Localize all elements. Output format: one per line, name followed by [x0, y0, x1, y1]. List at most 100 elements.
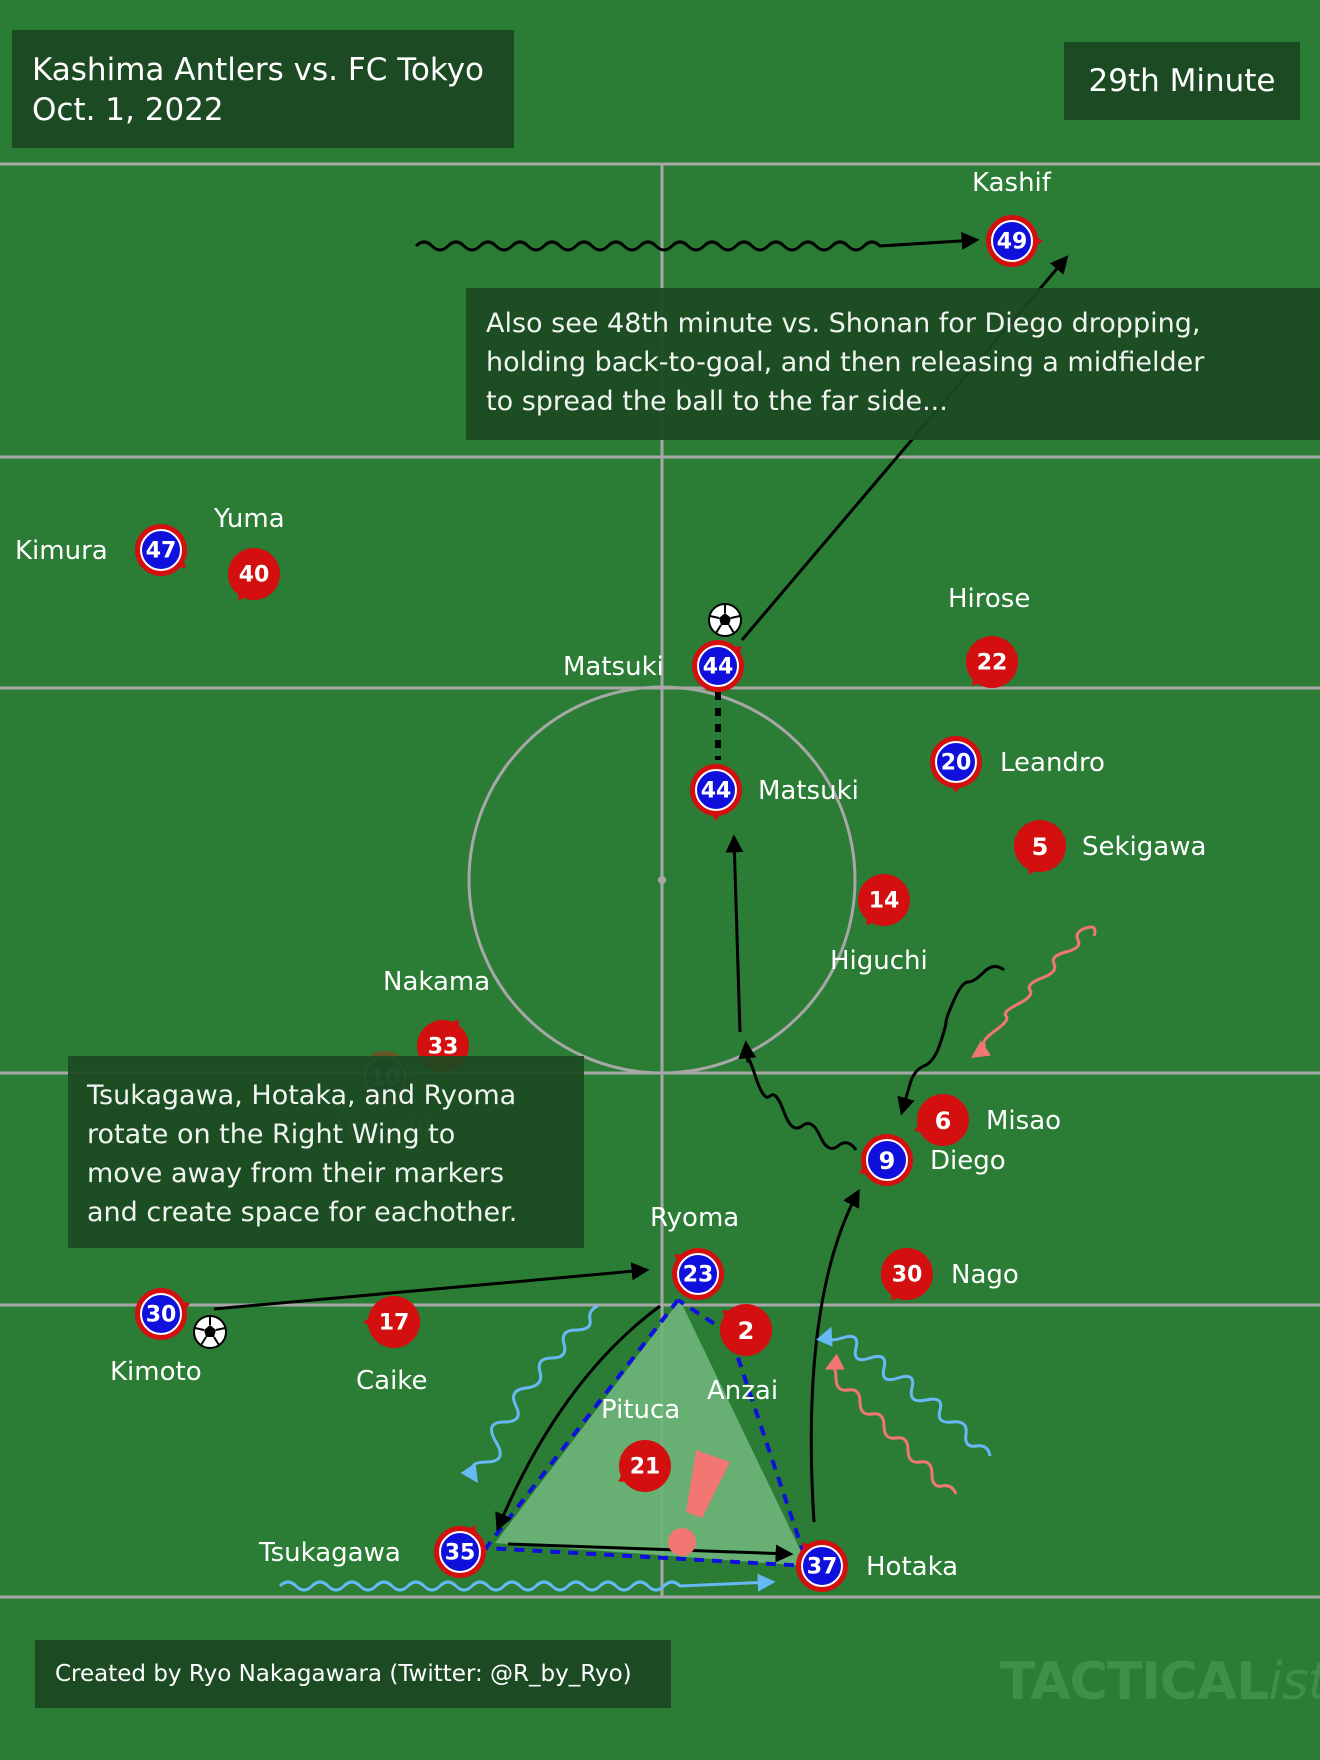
player-number: 47 — [146, 539, 177, 564]
run-hotaka-forward — [809, 1188, 860, 1523]
player-number: 17 — [379, 1311, 410, 1336]
player-yuma: 40 Yuma — [213, 504, 285, 601]
player-name: Sekigawa — [1082, 832, 1206, 862]
squiggle-black-curve — [897, 965, 1005, 1116]
squiggle-blue-bottom — [278, 1573, 776, 1592]
squiggle-blue-left — [460, 1304, 599, 1483]
player-token — [966, 636, 1018, 688]
player-number: 23 — [683, 1263, 714, 1288]
player-matsuki-a: 44 Matsuki — [563, 640, 744, 692]
player-number: 30 — [892, 1263, 923, 1288]
player-token — [881, 1248, 933, 1300]
player-name: Pituca — [601, 1395, 680, 1425]
player-kashif: 49 Kashif — [972, 168, 1052, 267]
player-caike: 17 Caike — [356, 1296, 427, 1396]
annotation-right-wing: Tsukagawa, Hotaka, and Ryoma rotate on t… — [68, 1056, 584, 1248]
player-token-inner — [140, 529, 182, 571]
football-icon — [708, 603, 742, 637]
player-token — [619, 1440, 671, 1492]
squiggle-diego — [738, 1040, 858, 1151]
annotation-diego-drop: Also see 48th minute vs. Shonan for Dieg… — [466, 288, 1320, 440]
player-token-inner — [935, 741, 977, 783]
player-kimura: 47 Kimura — [15, 524, 187, 576]
player-number: 22 — [977, 651, 1008, 676]
player-number: 6 — [935, 1107, 952, 1135]
player-name: Hotaka — [866, 1552, 958, 1582]
player-token — [368, 1296, 420, 1348]
pass-tsukagawa-to-hotaka — [507, 1542, 794, 1563]
player-token-inner — [991, 220, 1033, 262]
annotation-line: and create space for eachother. — [87, 1197, 518, 1228]
player-token-inner — [695, 769, 737, 811]
player-token — [858, 874, 910, 926]
player-nago: 30 Nago — [881, 1248, 1019, 1301]
player-token — [1014, 820, 1066, 872]
match-title-box: Kashima Antlers vs. FC Tokyo Oct. 1, 202… — [12, 30, 514, 148]
player-name: Diego — [930, 1146, 1006, 1176]
player-name: Ryoma — [650, 1203, 739, 1233]
player-token — [720, 1304, 772, 1356]
player-hotaka: 37 Hotaka — [796, 1540, 958, 1592]
movement-arrows — [213, 231, 1097, 1592]
player-token-inner — [140, 1293, 182, 1335]
player-anzai: 2 Anzai — [707, 1304, 778, 1406]
pass-ryoma-to-tsukagawa — [495, 1304, 661, 1532]
centre-spot — [658, 876, 666, 884]
player-tsukagawa: 35 Tsukagawa — [258, 1525, 486, 1578]
player-number: 9 — [879, 1147, 896, 1175]
player-number: 20 — [941, 751, 972, 776]
player-name: Matsuki — [563, 652, 664, 682]
player-token-inner — [677, 1253, 719, 1295]
player-token-inner — [439, 1531, 481, 1573]
annotation-line: rotate on the Right Wing to — [87, 1119, 456, 1150]
player-higuchi: 14 Higuchi — [830, 874, 928, 976]
player-number: 30 — [146, 1303, 177, 1328]
player-number: 37 — [807, 1555, 838, 1580]
player-token-inner — [697, 645, 739, 687]
player-number: 14 — [869, 889, 900, 914]
squiggle-run-top — [414, 231, 980, 252]
player-ryoma: 23 Ryoma — [650, 1203, 739, 1300]
player-hirose: 22 Hirose — [948, 584, 1030, 688]
player-name: Higuchi — [830, 946, 928, 976]
exclamation-icon — [668, 1450, 730, 1556]
player-kimoto: 30 Kimoto — [110, 1288, 202, 1387]
squiggle-red-top — [971, 925, 1097, 1058]
player-name: Kimura — [15, 536, 108, 566]
logo-word-b: ista — [1268, 1652, 1320, 1712]
player-number: 49 — [997, 230, 1028, 255]
player-number: 2 — [738, 1317, 755, 1345]
pass-kimoto-to-ryoma — [213, 1262, 650, 1311]
logo-word-a: TACTICAL — [1000, 1652, 1269, 1712]
annotation-line: Tsukagawa, Hotaka, and Ryoma — [87, 1080, 517, 1111]
player-diego: 9 Diego — [858, 1134, 1006, 1186]
squiggle-red-bottom — [824, 1353, 958, 1495]
player-name: Yuma — [213, 504, 285, 534]
player-number: 44 — [701, 779, 732, 804]
annotation-line: holding back-to-goal, and then releasing… — [486, 347, 1205, 378]
player-name: Misao — [986, 1106, 1061, 1136]
football-icon — [193, 1315, 227, 1349]
match-title: Kashima Antlers vs. FC Tokyo — [32, 52, 485, 88]
player-name: Nakama — [383, 967, 490, 997]
player-name: Nago — [951, 1260, 1019, 1290]
squiggle-blue-right — [816, 1326, 992, 1457]
player-name: Hirose — [948, 584, 1030, 614]
minute-badge: 29th Minute — [1064, 42, 1300, 120]
match-date: Oct. 1, 2022 — [32, 92, 224, 128]
player-name: Anzai — [707, 1376, 778, 1406]
player-sekigawa: 5 Sekigawa — [1014, 820, 1206, 876]
player-pituca: 21 Pituca — [601, 1395, 680, 1492]
player-name: Tsukagawa — [258, 1538, 401, 1568]
player-name: Matsuki — [758, 776, 859, 806]
player-token — [228, 548, 280, 600]
player-token-inner — [866, 1139, 908, 1181]
player-token — [917, 1094, 969, 1146]
player-name: Leandro — [1000, 748, 1105, 778]
player-number: 21 — [630, 1455, 661, 1480]
player-misao: 6 Misao — [913, 1094, 1061, 1146]
annotation-line: Also see 48th minute vs. Shonan for Dieg… — [486, 308, 1201, 339]
player-leandro: 20 Leandro — [930, 736, 1105, 793]
annotation-line: move away from their markers — [87, 1158, 505, 1189]
